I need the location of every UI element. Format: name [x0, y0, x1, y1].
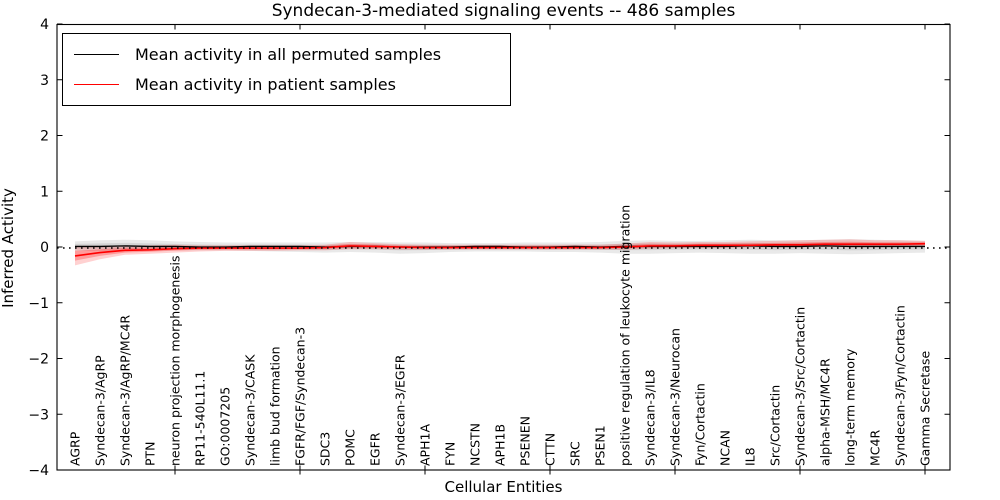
x-category-label: RP11-540L11.1	[192, 371, 207, 466]
x-category-label: Syndecan-3/Fyn/Cortactin	[892, 305, 907, 466]
permuted-line-sample	[74, 53, 119, 55]
x-category-label: PSEN1	[592, 425, 607, 466]
x-category-label: Gamma Secretase	[917, 351, 932, 466]
y-tick-label: −3	[28, 407, 49, 423]
x-category-label: APH1B	[492, 424, 507, 466]
x-category-label: FYN	[442, 442, 457, 466]
x-category-label: Src/Cortactin	[767, 385, 782, 466]
x-category-label: Syndecan-3/IL8	[642, 369, 657, 466]
legend-entry-permuted: Mean activity in all permuted samples	[63, 39, 510, 69]
x-category-label: Syndecan-3/AgRP	[92, 355, 107, 466]
y-tick-label: 1	[40, 184, 49, 200]
x-category-label: MC4R	[867, 430, 882, 466]
x-category-label: NCSTN	[467, 423, 482, 466]
patient-line-sample	[74, 83, 119, 85]
x-category-label: Syndecan-3/AgRP/MC4R	[117, 315, 132, 466]
x-category-label: Syndecan-3/Neurocan	[667, 328, 682, 466]
y-tick-label: 3	[40, 73, 49, 89]
x-category-label: alpha-MSH/MC4R	[817, 358, 832, 466]
x-category-label: IL8	[742, 447, 757, 466]
x-axis-label: Cellular Entities	[444, 478, 563, 496]
y-tick-label: −2	[28, 352, 49, 368]
x-category-label: NCAN	[717, 430, 732, 466]
permuted-mean-line	[75, 245, 925, 248]
legend: Mean activity in all permuted samples Me…	[62, 33, 511, 106]
x-category-label: POMC	[342, 429, 357, 466]
y-tick-label: −4	[28, 463, 49, 479]
plot-frame	[56, 23, 951, 471]
x-category-label: SRC	[567, 441, 582, 466]
x-category-label: EGFR	[367, 432, 382, 466]
x-category-label: SDC3	[317, 432, 332, 466]
chart-title: Syndecan-3-mediated signaling events -- …	[271, 1, 736, 21]
x-category-label: GO:0007205	[217, 387, 232, 466]
x-category-label: limb bud formation	[267, 346, 282, 466]
x-category-label: Fyn/Cortactin	[692, 383, 707, 466]
x-category-label: Syndecan-3/EGFR	[392, 354, 407, 466]
y-tick-label: −1	[28, 296, 49, 312]
y-axis-label: Inferred Activity	[0, 188, 17, 308]
x-category-label: long-term memory	[842, 348, 857, 466]
x-category-label: positive regulation of leukocyte migrati…	[617, 205, 632, 466]
x-category-label: FGFR/FGF/Syndecan-3	[292, 327, 307, 466]
y-tick-label: 4	[40, 17, 49, 33]
x-category-label: CTTN	[542, 433, 557, 466]
legend-entry-patient: Mean activity in patient samples	[63, 69, 510, 99]
y-tick-label: 0	[40, 240, 49, 256]
x-category-label: Syndecan-3/Src/Cortactin	[792, 307, 807, 466]
x-category-label: PSENEN	[517, 416, 532, 466]
x-category-label: Syndecan-3/CASK	[242, 354, 257, 466]
x-category-label: AGRP	[67, 431, 82, 466]
x-category-label: neuron projection morphogenesis	[167, 255, 182, 466]
y-tick-label: 2	[40, 129, 49, 145]
legend-label-patient: Mean activity in patient samples	[135, 74, 396, 94]
x-category-label: PTN	[142, 441, 157, 466]
patient-mean-line	[74, 242, 926, 257]
x-category-label: APH1A	[417, 424, 432, 466]
legend-label-permuted: Mean activity in all permuted samples	[135, 44, 442, 64]
